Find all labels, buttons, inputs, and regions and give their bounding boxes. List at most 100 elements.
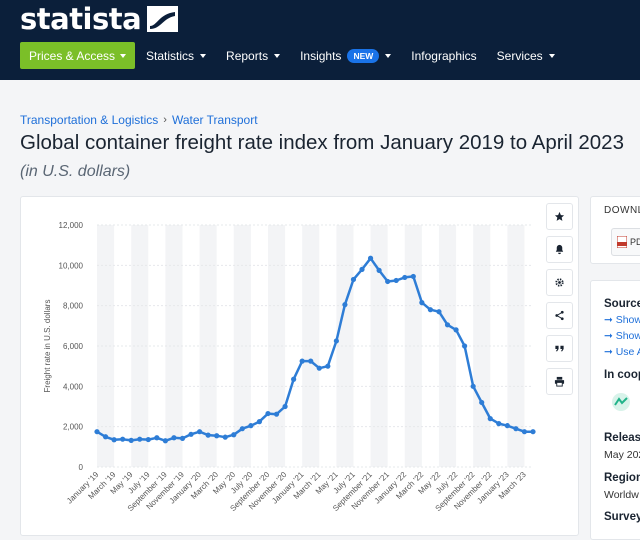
share-button[interactable] xyxy=(546,302,573,329)
nav-infographics-label: Infographics xyxy=(411,48,477,63)
line-chart: 0 2,000 4,000 6,000 8,000 10,000 12,000 Freight… xyxy=(43,221,536,513)
logo-text: statista xyxy=(20,2,142,36)
data-point xyxy=(205,432,211,438)
data-point xyxy=(299,358,305,364)
data-point xyxy=(196,429,203,435)
y-tick-label: 10,000 xyxy=(59,261,84,270)
arrow-right-icon: ➞ xyxy=(604,346,616,358)
grid-band xyxy=(267,225,286,467)
grid-band xyxy=(131,225,149,467)
y-tick-label: 8,000 xyxy=(63,302,84,311)
chevron-down-icon xyxy=(548,53,555,58)
nav-reports[interactable]: Reports xyxy=(226,42,281,69)
breadcrumb-separator: › xyxy=(163,114,167,126)
nav-statistics[interactable]: Statistics xyxy=(146,42,207,69)
release-title: Releas xyxy=(604,432,640,444)
data-point xyxy=(504,423,510,429)
download-title: DOWNL xyxy=(604,205,640,216)
data-point xyxy=(487,416,493,422)
nav-services[interactable]: Services xyxy=(497,42,555,69)
survey-title: Survey xyxy=(604,511,640,523)
grid-band xyxy=(336,225,354,467)
data-point xyxy=(171,435,177,441)
main-nav: Prices & Access Statistics Reports Insig… xyxy=(20,42,555,69)
top-navigation-bar: statista Prices & Access Statistics Repo… xyxy=(0,0,640,80)
data-point xyxy=(462,343,468,349)
favorite-button[interactable] xyxy=(546,203,573,230)
data-point xyxy=(427,307,434,313)
data-point xyxy=(479,399,485,406)
y-tick-label: 2,000 xyxy=(63,423,84,432)
page-subtitle: (in U.S. dollars) xyxy=(20,163,131,180)
data-point xyxy=(282,403,288,410)
source-link-1[interactable]: ➞ Show xyxy=(604,314,640,326)
source-link-2-label: Show xyxy=(615,330,640,342)
data-point xyxy=(188,431,194,437)
chevron-down-icon xyxy=(385,53,392,58)
source-link-3-label: Use A xyxy=(615,346,640,358)
chevron-down-icon xyxy=(120,53,127,58)
grid-band xyxy=(199,225,217,467)
nav-insights[interactable]: Insights NEW xyxy=(300,42,392,69)
data-point xyxy=(385,278,391,285)
data-point xyxy=(308,358,314,364)
region-title: Region xyxy=(604,472,640,484)
y-tick-label: 12,000 xyxy=(59,221,84,230)
data-point xyxy=(239,426,245,432)
data-point xyxy=(111,437,117,443)
data-point xyxy=(265,410,271,417)
y-axis-title: Freight rate in U.S. dollars xyxy=(43,300,52,393)
breadcrumb-link-transportation[interactable]: Transportation & Logistics xyxy=(20,113,159,127)
data-point xyxy=(496,421,502,427)
nav-statistics-label: Statistics xyxy=(146,48,195,63)
source-link-1-label: Show xyxy=(615,314,640,326)
source-link-3[interactable]: ➞ Use A xyxy=(604,346,640,358)
nav-services-label: Services xyxy=(496,48,543,63)
settings-button[interactable] xyxy=(546,269,573,296)
data-point xyxy=(154,435,160,441)
quote-icon xyxy=(555,345,564,352)
gear-icon xyxy=(555,278,564,287)
data-point xyxy=(94,429,100,435)
grid-band xyxy=(370,225,388,467)
region-value: Worldw xyxy=(604,489,639,501)
data-point xyxy=(367,255,374,261)
citation-button[interactable] xyxy=(546,335,573,362)
data-point xyxy=(376,267,382,273)
page-title: Global container freight rate index from… xyxy=(20,131,624,154)
breadcrumb-link-water-transport[interactable]: Water Transport xyxy=(171,113,258,127)
series-line xyxy=(96,257,533,443)
data-point xyxy=(248,423,254,429)
prices-access-button[interactable]: Prices & Access xyxy=(20,42,136,69)
pdf-label: PD xyxy=(630,237,640,247)
data-point xyxy=(214,433,220,439)
data-point xyxy=(393,277,399,284)
data-point xyxy=(145,436,151,443)
logo-mark-icon xyxy=(147,6,179,32)
cooperation-title: In coop xyxy=(604,369,640,381)
data-point xyxy=(444,322,451,328)
notification-button[interactable] xyxy=(546,236,573,263)
breadcrumb: Transportation & Logistics › Water Trans… xyxy=(20,113,258,127)
data-point xyxy=(102,434,109,440)
pdf-download-button[interactable]: PD xyxy=(611,228,640,256)
grid-band xyxy=(507,225,525,467)
statista-logo[interactable]: statista xyxy=(20,2,179,36)
pdf-file-icon xyxy=(617,236,627,248)
bell-icon xyxy=(555,244,564,255)
print-button[interactable] xyxy=(546,368,573,395)
data-point xyxy=(410,273,416,280)
data-point xyxy=(179,435,186,441)
nav-infographics[interactable]: Infographics xyxy=(411,42,476,69)
data-point xyxy=(342,302,348,308)
data-point xyxy=(128,437,134,443)
data-point xyxy=(316,365,322,371)
share-icon xyxy=(555,310,564,321)
star-icon xyxy=(554,211,565,221)
data-point xyxy=(350,276,357,283)
data-point xyxy=(273,411,280,417)
data-point xyxy=(333,338,339,344)
data-point xyxy=(530,429,536,435)
data-point xyxy=(291,376,297,382)
source-link-2[interactable]: ➞ Show xyxy=(604,330,640,342)
